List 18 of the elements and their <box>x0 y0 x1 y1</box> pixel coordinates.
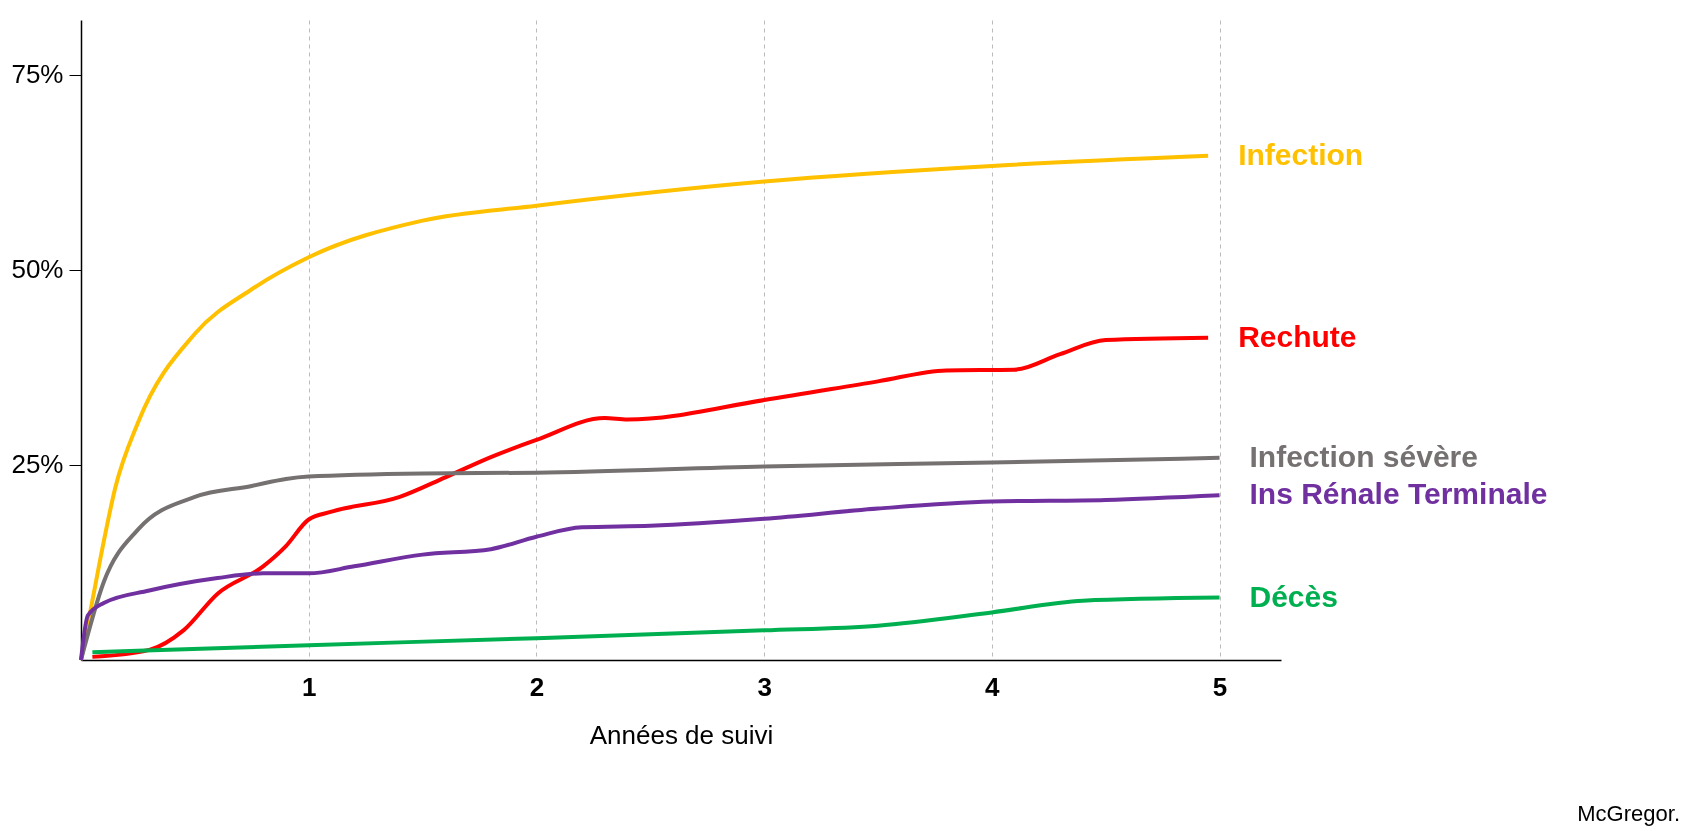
x-tick-label: 1 <box>301 671 317 702</box>
series-label: Infection <box>1238 137 1364 171</box>
x-axis-title: Années de suivi <box>589 719 774 750</box>
series-label: Rechute <box>1238 319 1357 353</box>
y-tick-label: 50% <box>11 254 64 285</box>
series-label: Infection sévère <box>1249 439 1478 473</box>
series-label: Ins Rénale Terminale <box>1249 477 1548 511</box>
y-tick-label: 75% <box>11 59 64 90</box>
x-tick-label: 5 <box>1212 671 1228 702</box>
series-label: Décès <box>1249 579 1338 613</box>
y-tick-label: 25% <box>11 449 64 480</box>
x-tick-label: 3 <box>757 671 772 702</box>
text: McGregor. <box>1577 801 1680 827</box>
x-tick-label: 4 <box>985 671 1001 702</box>
line-series <box>79 493 1222 662</box>
line-series <box>90 595 1222 655</box>
x-tick-label: 2 <box>529 671 545 702</box>
line-series <box>90 335 1211 659</box>
